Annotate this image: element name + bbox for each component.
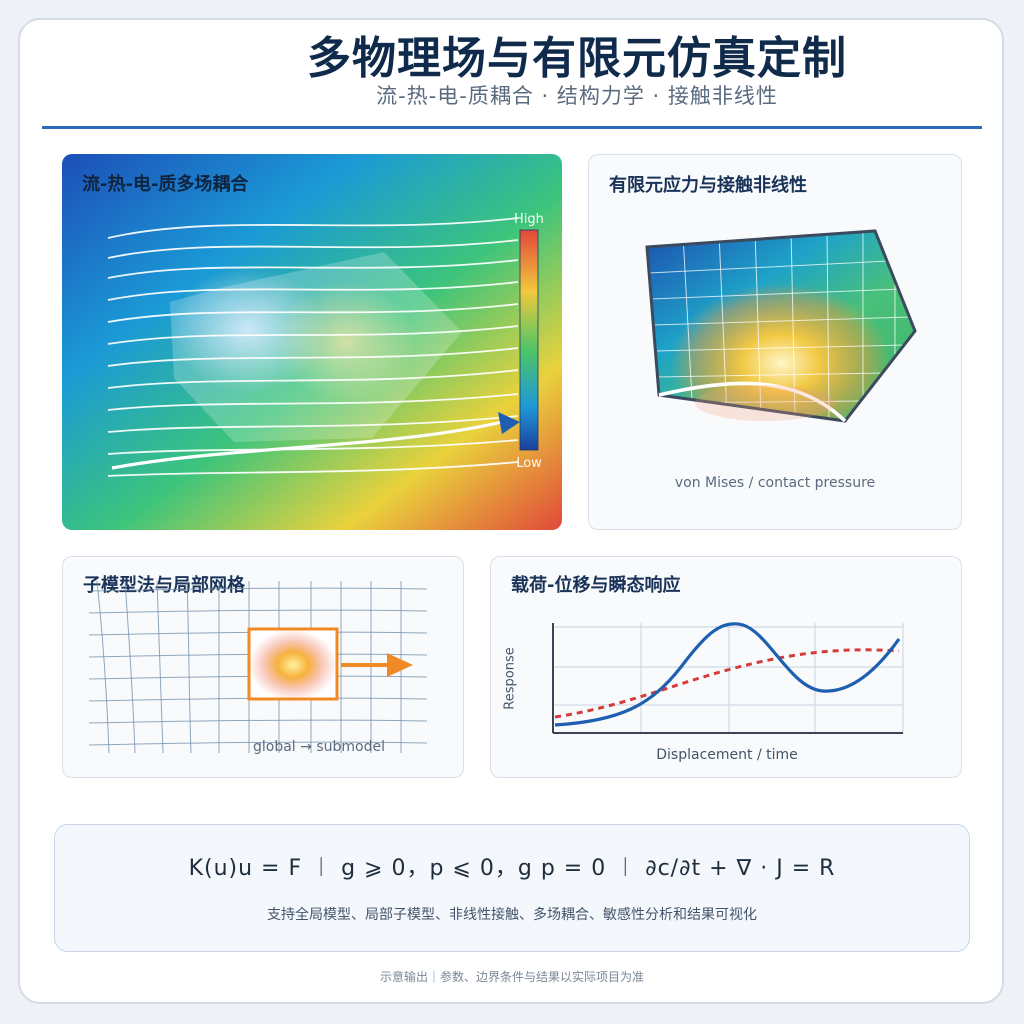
submodel-caption: global → submodel xyxy=(253,739,385,755)
local-hotspot xyxy=(249,629,337,701)
response-panel: 载荷-位移与瞬态响应 Displacement / time Response xyxy=(490,556,962,778)
response-xlabel: Displacement / time xyxy=(656,747,798,763)
coupling-panel-title: 流-热-电-质多场耦合 xyxy=(82,174,249,195)
color-legend-bar xyxy=(519,229,539,451)
fea-mesh-illustration xyxy=(645,229,917,423)
fea-caption: von Mises / contact pressure xyxy=(674,475,876,491)
footer-note: 示意输出｜参数、边界条件与结果以实际项目为准 xyxy=(379,970,644,984)
response-panel-title: 载荷-位移与瞬态响应 xyxy=(511,575,681,596)
dashed-response-curve xyxy=(554,648,900,719)
solid-response-curve xyxy=(554,622,901,727)
capability-note: 支持全局模型、局部子模型、非线性接触、多场耦合、敏感性分析和结果可视化 xyxy=(267,907,757,923)
legend-low-label: Low xyxy=(516,456,542,471)
streamlines xyxy=(107,217,519,477)
page-title: 多物理场与有限元仿真定制 xyxy=(307,33,847,84)
fea-panel: 有限元应力与接触非线性 xyxy=(588,154,962,530)
submodel-box xyxy=(247,627,339,701)
flow-path xyxy=(111,420,503,470)
chart-grid xyxy=(553,623,904,733)
coupling-field-illustration: High Low xyxy=(62,154,562,530)
legend-high-label: High xyxy=(514,212,544,227)
response-ylabel: Response xyxy=(502,647,518,710)
flow-arrow-icon xyxy=(498,412,520,434)
page-subtitle: 流-热-电-质耦合 · 结构力学 · 接触非线性 xyxy=(376,84,778,108)
submodel-panel: 子模型法与局部网格 xyxy=(62,556,464,778)
coupling-panel: High Low 流-热-电-质多场耦合 xyxy=(62,154,562,530)
submodel-arrow-icon xyxy=(387,653,413,677)
formula-box xyxy=(54,824,970,952)
governing-equations: K(u)u = F ︱ g ⩾ 0，p ⩽ 0，g p = 0 ︱ ∂c/∂t … xyxy=(188,856,836,881)
submodel-mesh-illustration xyxy=(88,580,428,754)
title-divider xyxy=(42,126,982,129)
contact-curve xyxy=(658,381,847,423)
response-chart xyxy=(552,622,904,734)
fea-panel-title: 有限元应力与接触非线性 xyxy=(609,175,807,196)
